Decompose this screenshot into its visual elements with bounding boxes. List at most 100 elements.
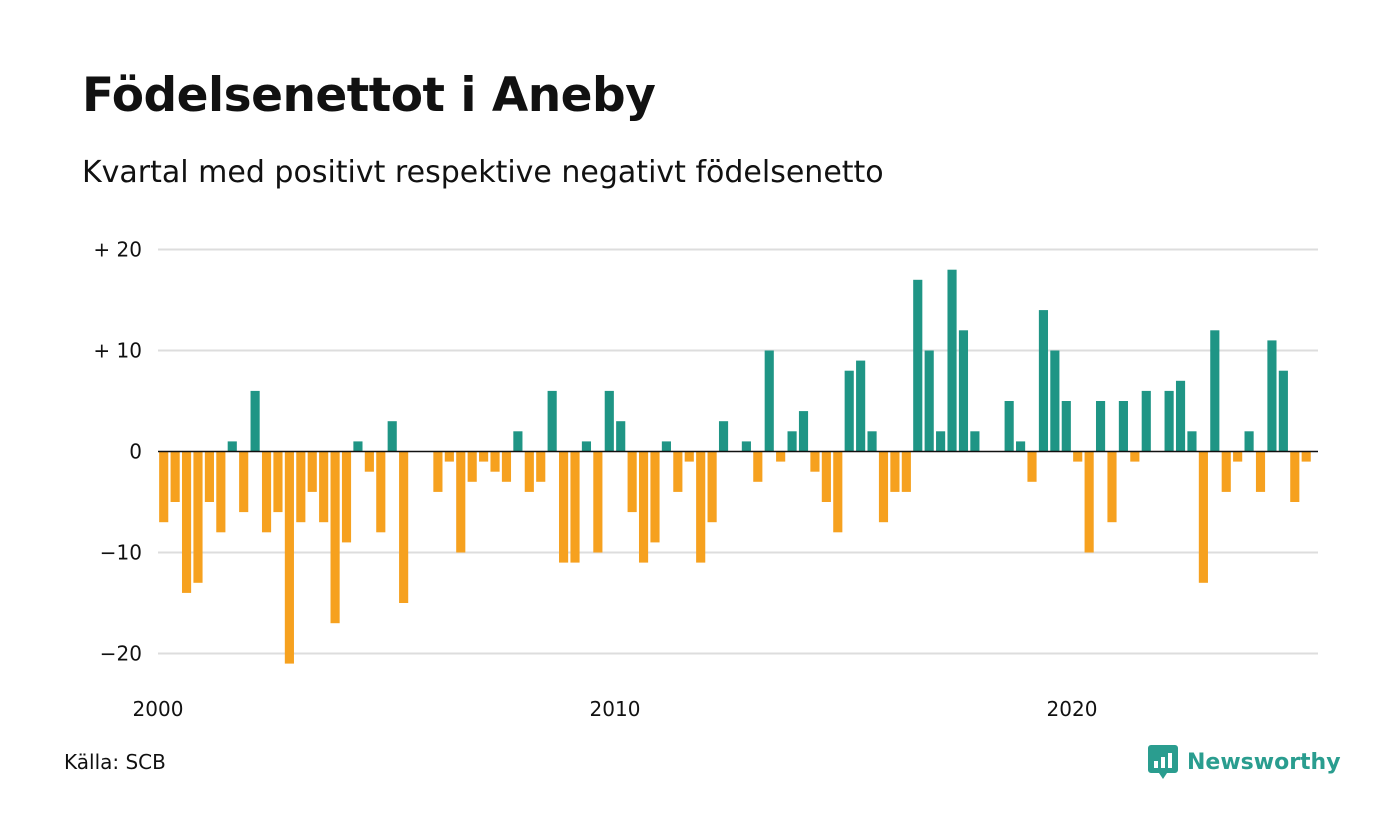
x-tick-label: 2010 [590,697,641,721]
bar [1187,431,1197,452]
bar [741,441,751,452]
bar [856,360,866,452]
bar [239,451,249,513]
bar [1233,451,1243,462]
bar [524,451,534,492]
bar [947,269,957,452]
bar [159,451,169,523]
bar [467,451,477,482]
bar [1255,451,1266,492]
bar [867,431,877,452]
bar [330,451,340,624]
bar [844,370,854,452]
bar [513,431,523,452]
bar [936,431,946,452]
bar [707,451,717,523]
bars [159,269,1311,664]
bar [1027,451,1037,482]
bar [376,451,386,533]
bar [364,451,374,472]
bar [684,451,694,462]
bar [787,431,797,452]
bar [673,451,683,492]
bar [753,451,763,482]
y-tick-label: −20 [100,642,142,666]
chart-title: Födelsenettot i Aneby [82,68,656,123]
bar [901,451,911,492]
bar [227,441,237,452]
bar [170,451,180,502]
bar [1164,390,1174,452]
bar [1267,340,1277,452]
bar [810,451,820,472]
bar [319,451,329,523]
bar [193,451,203,583]
bar [1004,401,1014,452]
bar [307,451,317,492]
bar [181,451,192,593]
brand-name: Newsworthy [1187,749,1341,775]
bar [490,451,500,472]
bar [250,390,260,452]
bar [559,451,569,563]
bar [593,451,603,553]
bar [1141,390,1151,452]
bar [650,451,660,543]
bar [1278,370,1288,452]
bar [696,451,706,563]
bar [570,451,580,563]
gridlines [158,248,1318,655]
bar [638,451,649,563]
bar [924,350,934,452]
y-tick-label: + 10 [93,339,142,363]
bar [1244,431,1254,452]
x-tick-label: 2000 [133,697,184,721]
bar [444,451,454,462]
brand-logo[interactable]: Newsworthy [1148,742,1341,782]
bar [1290,451,1300,502]
bar [1130,451,1140,462]
bar [958,330,969,452]
bar [1050,350,1060,452]
bar [616,421,626,452]
bar [1118,401,1128,452]
bar [1107,451,1117,523]
bar [890,451,900,492]
bar [1301,451,1311,462]
bar [1016,441,1026,452]
chart-subtitle: Kvartal med positivt respektive negativt… [82,155,884,190]
bar [204,451,214,502]
bar [970,431,980,452]
bar [399,451,409,603]
bar [273,451,283,513]
bar [479,451,489,462]
bar [627,451,637,513]
y-axis-labels: + 20 + 10 0 −10 −20 [93,238,142,666]
bar [353,441,363,452]
bar [456,451,466,553]
bar [296,451,306,523]
bar [433,451,443,492]
bar [1095,401,1106,452]
bar [821,451,831,502]
bar [284,451,294,664]
bar [833,451,843,533]
bar [1061,401,1071,452]
bar [776,451,786,462]
bar [536,451,546,482]
bar [1198,451,1208,583]
bar [581,441,592,452]
bar [661,441,671,452]
bar [798,411,809,452]
bar [1210,330,1220,452]
bar [1221,451,1231,492]
y-tick-label: + 20 [93,238,142,262]
bar [547,390,557,452]
x-tick-label: 2020 [1047,697,1098,721]
bar [387,421,397,452]
bar [1073,451,1083,462]
bar [718,421,729,452]
bar [878,451,889,523]
